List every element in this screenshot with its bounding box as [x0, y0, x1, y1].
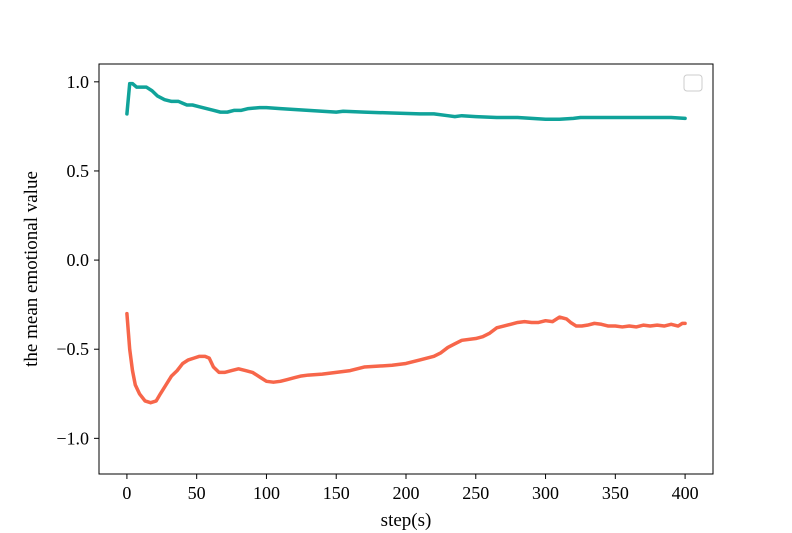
x-axis-ticks: 0 50 100 150 200 250 300 350 400 [122, 474, 699, 503]
y-tick-label: 0.0 [67, 250, 90, 270]
x-tick-label: 100 [253, 483, 280, 503]
y-axis-ticks: 1.0 0.5 0.0 −0.5 −1.0 [56, 72, 99, 448]
x-tick-label: 400 [672, 483, 699, 503]
x-tick-label: 250 [462, 483, 489, 503]
x-tick-label: 350 [602, 483, 629, 503]
y-tick-label: 0.5 [67, 161, 90, 181]
series-line-2 [125, 311, 687, 405]
x-tick-label: 0 [122, 483, 131, 503]
x-axis-label: step(s) [381, 510, 432, 531]
y-axis-label: the mean emotional value [21, 171, 42, 367]
x-tick-label: 300 [532, 483, 559, 503]
x-tick-label: 200 [393, 483, 420, 503]
series-layer [125, 81, 687, 405]
y-tick-label: −1.0 [56, 428, 89, 448]
series-line-1 [125, 81, 687, 122]
legend-box [683, 74, 703, 92]
y-tick-label: −0.5 [56, 339, 89, 359]
x-tick-label: 50 [188, 483, 206, 503]
y-tick-label: 1.0 [67, 72, 90, 92]
x-tick-label: 150 [323, 483, 350, 503]
